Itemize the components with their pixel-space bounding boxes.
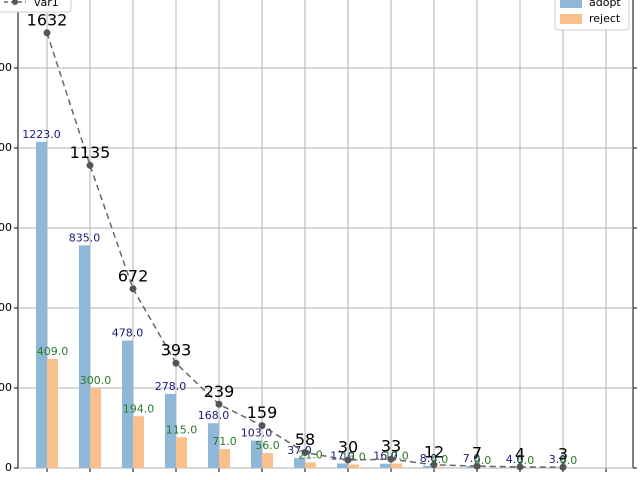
y-tick-label: 300 (0, 381, 12, 394)
value-label: 409.0 (37, 345, 69, 358)
line-marker (430, 461, 438, 469)
bar (36, 141, 47, 468)
value-label: 835.0 (69, 231, 101, 244)
value-label: 300.0 (80, 374, 112, 387)
line-value-label: 393 (161, 341, 192, 360)
line-marker (258, 422, 266, 430)
bar (305, 462, 316, 468)
legend-label: adopt (589, 0, 621, 9)
line-value-label: 4 (515, 444, 525, 463)
bar (133, 416, 144, 468)
value-label: 194.0 (123, 402, 155, 415)
legend-label: var1 (34, 0, 59, 9)
value-label: 56.0 (255, 439, 280, 452)
bar (348, 464, 359, 468)
bar (79, 245, 90, 468)
line-value-label: 30 (338, 438, 358, 457)
line-value-label: 7 (472, 444, 482, 463)
line-value-label: 1135 (70, 143, 111, 162)
bar (165, 393, 176, 468)
value-label: 115.0 (166, 423, 198, 436)
line-marker (172, 359, 180, 367)
bar (466, 466, 477, 468)
line-value-label: 12 (424, 442, 444, 461)
bar (262, 453, 273, 468)
y-tick-label: 1500 (0, 61, 12, 74)
value-label: 4.0 (506, 453, 524, 466)
line-marker (215, 400, 223, 408)
bar (176, 437, 187, 468)
bar (391, 463, 402, 468)
bar (380, 463, 391, 468)
bar (219, 449, 230, 468)
bar (122, 340, 133, 468)
value-label: 103.0 (241, 427, 273, 440)
y-tick-label: 900 (0, 221, 12, 234)
line-value-label: 58 (295, 430, 315, 449)
line-marker (43, 29, 51, 37)
line-marker (387, 455, 395, 463)
line-value-label: 239 (204, 382, 235, 401)
line-value-label: 672 (118, 266, 149, 285)
line-marker (86, 161, 94, 169)
bar (434, 466, 445, 468)
legend-swatch (560, 0, 582, 8)
bar (423, 465, 434, 468)
line-marker (516, 463, 524, 471)
legend-label: reject (589, 12, 621, 25)
value-label: 7.0 (463, 452, 481, 465)
value-label: 1223.0 (22, 128, 61, 141)
line-marker (473, 462, 481, 470)
line-value-label: 33 (381, 437, 401, 456)
line-value-label: 3 (558, 445, 568, 464)
line-marker (129, 285, 137, 293)
bar (47, 358, 58, 468)
value-label: 71.0 (212, 435, 237, 448)
bar (294, 458, 305, 468)
y-tick-label: 1200 (0, 141, 12, 154)
y-tick-label: 600 (0, 301, 12, 314)
bar (208, 423, 219, 468)
line-value-label: 1632 (27, 10, 68, 29)
bar (251, 440, 262, 468)
value-label: 478.0 (112, 327, 144, 340)
line-marker (559, 463, 567, 471)
line-marker (301, 449, 309, 457)
value-label: 3.0 (549, 453, 567, 466)
value-label: 278.0 (155, 380, 187, 393)
plot-frame (17, 0, 634, 469)
bar (552, 467, 563, 468)
line-marker (344, 456, 352, 464)
legend-swatch (560, 14, 582, 24)
legend-marker (12, 0, 18, 5)
value-label: 168.0 (198, 409, 230, 422)
bar (90, 388, 101, 468)
y-tick-label: 0 (5, 461, 12, 474)
line-value-label: 159 (247, 403, 278, 422)
bar (337, 463, 348, 468)
value-label: 0.0 (560, 454, 578, 467)
